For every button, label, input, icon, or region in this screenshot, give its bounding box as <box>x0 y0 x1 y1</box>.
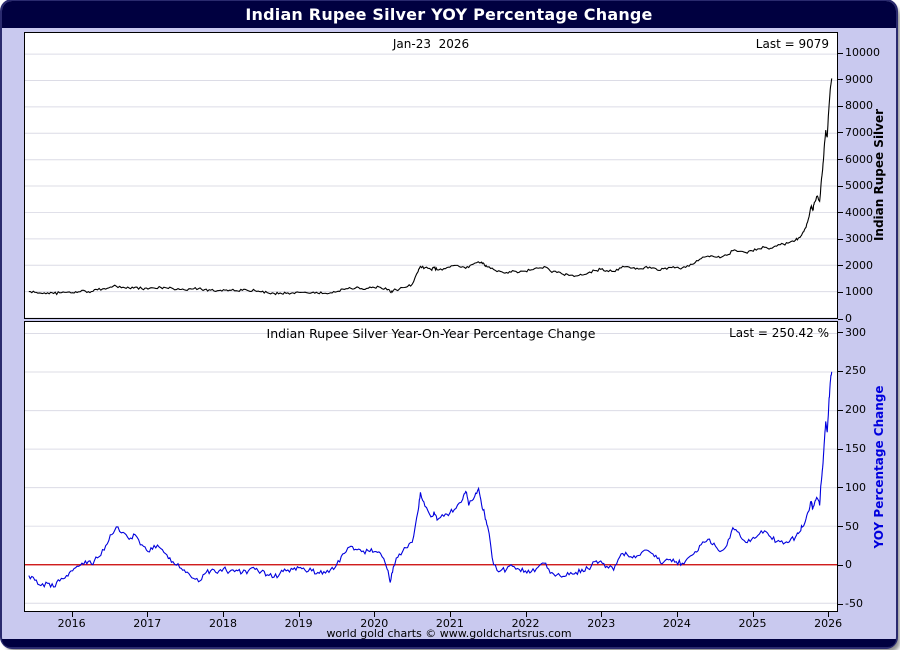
x-tick-mark <box>222 612 224 617</box>
footer-credit: world gold charts © www.goldchartsrus.co… <box>326 627 572 640</box>
y-tick-mark <box>838 132 843 134</box>
y-tick-label: 7000 <box>845 125 873 139</box>
title-bar: Indian Rupee Silver YOY Percentage Chang… <box>2 1 896 28</box>
y-tick-label: 4000 <box>845 205 873 219</box>
y-tick-mark <box>838 409 843 411</box>
x-tick-mark <box>147 612 149 617</box>
price-chart <box>25 53 837 318</box>
y-tick-mark <box>838 332 843 334</box>
y-tick-label: 2000 <box>845 258 873 272</box>
x-tick-label: 2016 <box>57 617 86 630</box>
y-tick-mark <box>838 212 843 214</box>
x-tick-label: 2018 <box>208 617 237 630</box>
y-tick-label: 10000 <box>845 46 880 60</box>
x-tick-label: 2020 <box>360 617 389 630</box>
y-tick-mark <box>838 318 843 320</box>
y-tick-mark <box>838 487 843 489</box>
x-tick-mark <box>752 612 754 617</box>
y-tick-label: 9000 <box>845 72 873 86</box>
y-tick-mark <box>838 603 843 605</box>
y-tick-label: -50 <box>845 597 863 611</box>
y-tick-label: 1000 <box>845 285 873 299</box>
y-tick-label: 5000 <box>845 179 873 193</box>
x-tick-mark <box>71 612 73 617</box>
y-tick-mark <box>838 370 843 372</box>
x-tick-mark <box>828 612 830 617</box>
price-axis-title: Indian Rupee Silver <box>872 108 886 242</box>
yoy-panel-title: Indian Rupee Silver Year-On-Year Percent… <box>266 326 596 341</box>
x-tick-mark <box>525 612 527 617</box>
price-date-annotation: Jan-23 2026 <box>392 37 470 51</box>
window-title: Indian Rupee Silver YOY Percentage Chang… <box>245 5 653 24</box>
y-tick-mark <box>838 79 843 81</box>
x-tick-mark <box>374 612 376 617</box>
y-tick-mark <box>838 52 843 54</box>
x-tick-mark <box>676 612 678 617</box>
y-tick-mark <box>838 105 843 107</box>
y-tick-mark <box>838 159 843 161</box>
yoy-chart <box>25 333 837 604</box>
yoy-last-annotation: Last = 250.42 % <box>729 326 829 340</box>
y-tick-mark <box>838 238 843 240</box>
x-tick-mark <box>298 612 300 617</box>
y-tick-label: 3000 <box>845 232 873 246</box>
x-tick-label: 2026 <box>814 617 843 630</box>
y-tick-mark <box>838 185 843 187</box>
y-tick-label: 8000 <box>845 99 873 113</box>
x-tick-label: 2022 <box>511 617 540 630</box>
y-tick-label: 0 <box>845 312 852 325</box>
x-tick-mark <box>449 612 451 617</box>
y-tick-label: 250 <box>845 364 866 378</box>
y-tick-label: 200 <box>845 403 866 417</box>
y-tick-label: 100 <box>845 480 866 494</box>
x-tick-mark <box>601 612 603 617</box>
price-last-annotation: Last = 9079 <box>755 37 829 51</box>
y-tick-label: 0 <box>845 558 852 572</box>
y-tick-mark <box>838 564 843 566</box>
x-tick-label: 2017 <box>133 617 162 630</box>
y-tick-label: 50 <box>845 519 859 533</box>
yoy-panel: Indian Rupee Silver Year-On-Year Percent… <box>24 321 838 612</box>
x-tick-label: 2025 <box>738 617 767 630</box>
y-tick-label: 300 <box>845 325 866 339</box>
y-tick-mark <box>838 448 843 450</box>
y-tick-label: 150 <box>845 442 866 456</box>
x-tick-label: 2023 <box>587 617 616 630</box>
y-tick-mark <box>838 526 843 528</box>
x-tick-label: 2021 <box>435 617 464 630</box>
x-tick-label: 2024 <box>662 617 691 630</box>
x-tick-label: 2019 <box>284 617 313 630</box>
y-tick-mark <box>838 291 843 293</box>
yoy-axis-title: YOY Percentage Change <box>872 385 886 549</box>
y-tick-mark <box>838 265 843 267</box>
price-panel: Jan-23 2026 Last = 9079 <box>24 32 838 319</box>
y-tick-label: 6000 <box>845 152 873 166</box>
